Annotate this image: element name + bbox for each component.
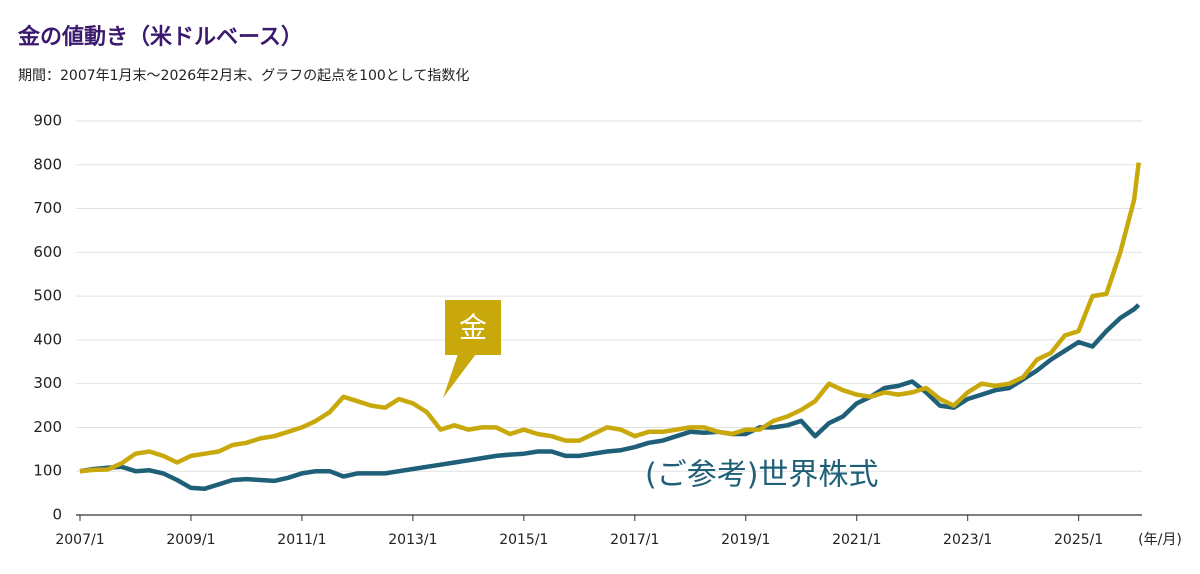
x-tick-label: 2009/1 [166,532,215,548]
x-tick-label: 2011/1 [277,532,326,548]
y-tick-label: 200 [33,418,62,436]
x-tick-label: 2023/1 [943,532,992,548]
y-tick-label: 600 [33,243,62,261]
y-tick-label: 700 [33,199,62,217]
legend-label: (ご参考)世界株式 [645,458,878,493]
x-tick-label: 2007/1 [55,532,104,548]
series-line [79,162,1141,474]
chart-subtitle: 期間：2007年1月末〜2026年2月末、グラフの起点を100として指数化 [18,68,469,84]
x-tick-label: 2021/1 [832,532,881,548]
chart-title: 金の値動き（米ドルベース） [17,24,303,50]
y-tick-label: 900 [33,112,62,130]
x-tick-label: 2017/1 [610,532,659,548]
x-tick-label: 2015/1 [499,532,548,548]
callout-box [445,300,501,355]
y-tick-label: 0 [52,506,62,524]
x-tick-label: 2019/1 [721,532,770,548]
y-tick-label: 300 [33,374,62,392]
callout-pointer [443,354,476,398]
y-tick-label: 800 [33,155,62,173]
x-unit-label: (年/月) [1138,532,1182,548]
x-tick-label: 2013/1 [388,532,437,548]
y-tick-label: 400 [33,330,62,348]
y-tick-label: 500 [33,287,62,305]
x-tick-label: 2025/1 [1054,532,1103,548]
legend-label: 金 [459,311,487,344]
series-line [79,303,1141,491]
y-tick-label: 100 [33,462,62,480]
